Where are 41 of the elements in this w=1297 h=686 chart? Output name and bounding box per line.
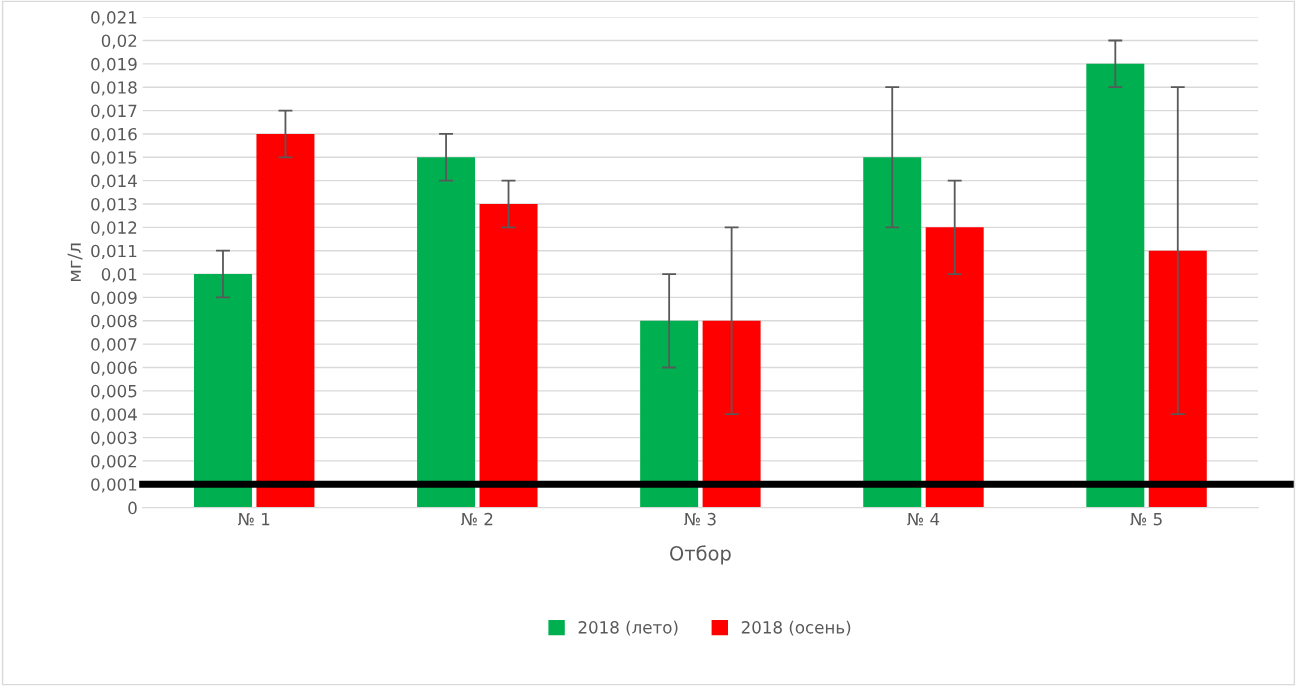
bar [863,157,922,508]
y-tick-label: 0,015 [91,151,137,166]
y-tick-label: 0,007 [91,338,137,353]
x-tick-label: № 3 [684,512,716,526]
x-tick-label: № 1 [238,513,270,526]
x-axis-title: Отбор [670,545,731,565]
y-tick-label: 0,011 [91,244,137,259]
bar [417,157,476,508]
y-tick-label: 0,008 [91,314,137,330]
bar [1148,250,1207,508]
y-tick-label: 0,018 [91,81,137,96]
y-tick-label: 0,002 [91,454,137,470]
y-tick-label: 0,003 [91,431,137,446]
bar [640,320,699,508]
y-tick-label: 0,006 [91,361,137,376]
y-tick-label: 0,02 [101,34,137,49]
y-tick-label: 0,017 [91,104,137,119]
y-tick-label: 0,001 [91,478,137,493]
bar [256,133,315,508]
y-tick-label: 0,012 [91,221,137,236]
bar [1086,63,1145,508]
bar [925,227,984,508]
y-tick-label: 0,004 [91,408,137,423]
y-tick-label: 0,01 [101,268,137,283]
y-tick-label: 0,019 [91,57,137,73]
y-axis-title: мг/л [67,243,83,282]
y-tick-label: 0,013 [91,197,137,213]
bar [193,274,252,508]
y-tick-label: 0,021 [91,11,137,26]
y-tick-label: 0 [128,501,137,515]
bar [479,204,538,508]
y-tick-label: 0,014 [91,174,137,189]
legend-label: 2018 (лето) [578,620,678,636]
y-tick-label: 0,016 [91,127,137,143]
x-tick-label: № 2 [461,512,493,526]
y-tick-label: 0,009 [91,291,137,306]
bar [702,320,761,508]
x-tick-label: № 5 [1130,513,1162,526]
legend-label: 2018 (осень) [741,620,851,636]
x-tick-label: № 4 [907,513,940,526]
y-tick-label: 0,005 [91,384,137,400]
